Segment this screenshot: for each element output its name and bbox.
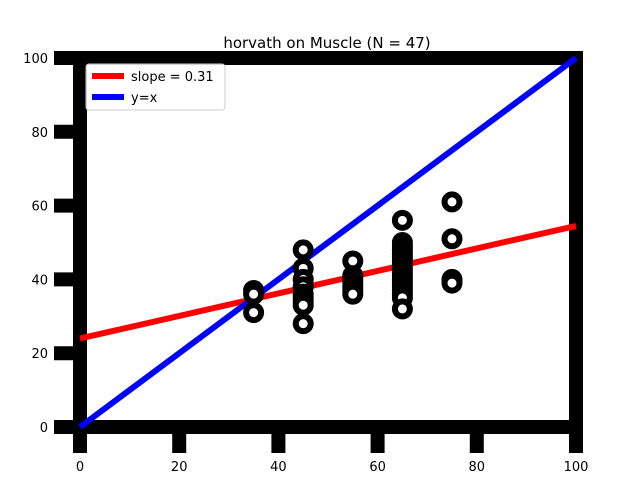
data-point xyxy=(441,191,463,213)
plot-frame xyxy=(73,51,583,434)
y-tick-label: 40 xyxy=(31,273,48,288)
y-tick-label: 0 xyxy=(40,421,48,436)
data-point xyxy=(391,298,413,320)
data-point xyxy=(342,283,364,305)
y-tick-label: 20 xyxy=(31,347,48,362)
data-point xyxy=(292,313,314,335)
legend-label: y=x xyxy=(131,91,158,106)
series-line-1 xyxy=(79,222,577,342)
data-points xyxy=(243,191,463,335)
chart-title: horvath on Muscle (N = 47) xyxy=(223,34,430,52)
fit-lines xyxy=(78,55,578,430)
data-point xyxy=(391,209,413,231)
series-line-2 xyxy=(78,55,578,430)
axes: 0 20 40 60 80 100 0 20 40 60 80 100 xyxy=(23,51,589,475)
data-point xyxy=(292,239,314,261)
x-tick-label: 40 xyxy=(270,460,287,475)
data-point xyxy=(243,283,265,305)
legend-label: slope = 0.31 xyxy=(131,70,214,85)
y-tick-label: 80 xyxy=(31,126,48,141)
x-tick-label: 100 xyxy=(564,460,589,475)
y-tick-label: 100 xyxy=(23,52,48,67)
x-tick-label: 20 xyxy=(171,460,188,475)
data-point xyxy=(441,228,463,250)
data-point xyxy=(292,294,314,316)
x-tick-label: 80 xyxy=(469,460,486,475)
legend: slope = 0.31 y=x xyxy=(85,63,226,111)
x-tick-label: 0 xyxy=(76,460,84,475)
data-point xyxy=(243,302,265,324)
y-tick-label: 60 xyxy=(31,200,48,215)
x-tick-label: 60 xyxy=(369,460,386,475)
data-point xyxy=(441,272,463,294)
